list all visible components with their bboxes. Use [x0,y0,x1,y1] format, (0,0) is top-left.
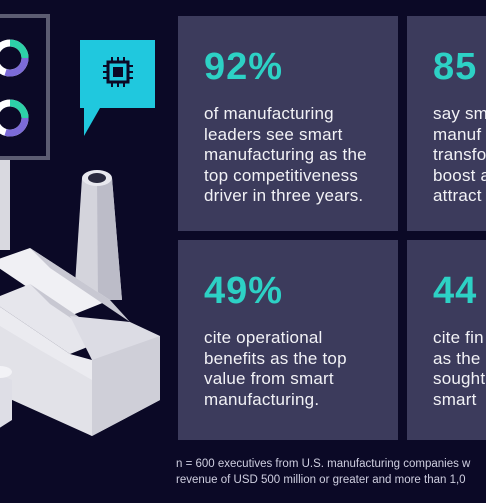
footnote-line: revenue of USD 500 million or greater an… [176,474,466,486]
stat-value: 49% [204,270,284,312]
stat-value: 92% [204,46,284,88]
stat-value: 85 [433,46,478,88]
storage-tank [0,366,12,428]
stat-description: of manufacturing leaders see smart manuf… [204,104,398,207]
stat-value: 44 [433,270,478,312]
dashboard-panel [0,14,50,160]
stat-description: say sm manuf transfo boost a attract [433,104,486,207]
description-line: manufacturing. [204,389,320,409]
footnote: n = 600 executives from U.S. manufacturi… [176,456,470,488]
stat-card: 44 cite fin as the sought smart [407,240,486,440]
description-line: top competitiveness [204,165,359,185]
donut-chart-icon [0,39,29,77]
description-line: manuf [433,124,482,144]
description-line: driver in three years. [204,186,364,205]
stat-card: 49% cite operational benefits as the top… [178,240,398,440]
stat-description: cite fin as the sought smart [433,328,486,410]
description-line: sought [433,369,486,388]
description-line: cite operational [204,328,323,347]
chimney [74,170,122,300]
description-line: as the [433,348,481,368]
factory-building [0,248,160,436]
stat-card: 85 say sm manuf transfo boost a attract [407,16,486,231]
description-line: of manufacturing [204,104,334,123]
description-line: transfo [433,145,486,164]
stat-card: 92% of manufacturing leaders see smart m… [178,16,398,231]
description-line: smart [433,389,477,409]
description-line: leaders see smart [204,124,343,144]
description-line: manufacturing as the [204,145,367,164]
footnote-line: n = 600 executives from U.S. manufacturi… [176,458,471,470]
description-line: cite fin [433,328,484,347]
pipe [0,160,10,250]
description-line: say sm [433,104,486,123]
stat-description: cite operational benefits as the top val… [204,328,398,410]
description-line: value from smart [204,369,334,388]
description-line: benefits as the top [204,348,347,368]
donut-chart-icon [0,99,29,137]
description-line: boost a [433,165,486,185]
description-line: attract [433,186,482,205]
factory-illustration [0,14,160,436]
chip-icon [80,40,155,136]
